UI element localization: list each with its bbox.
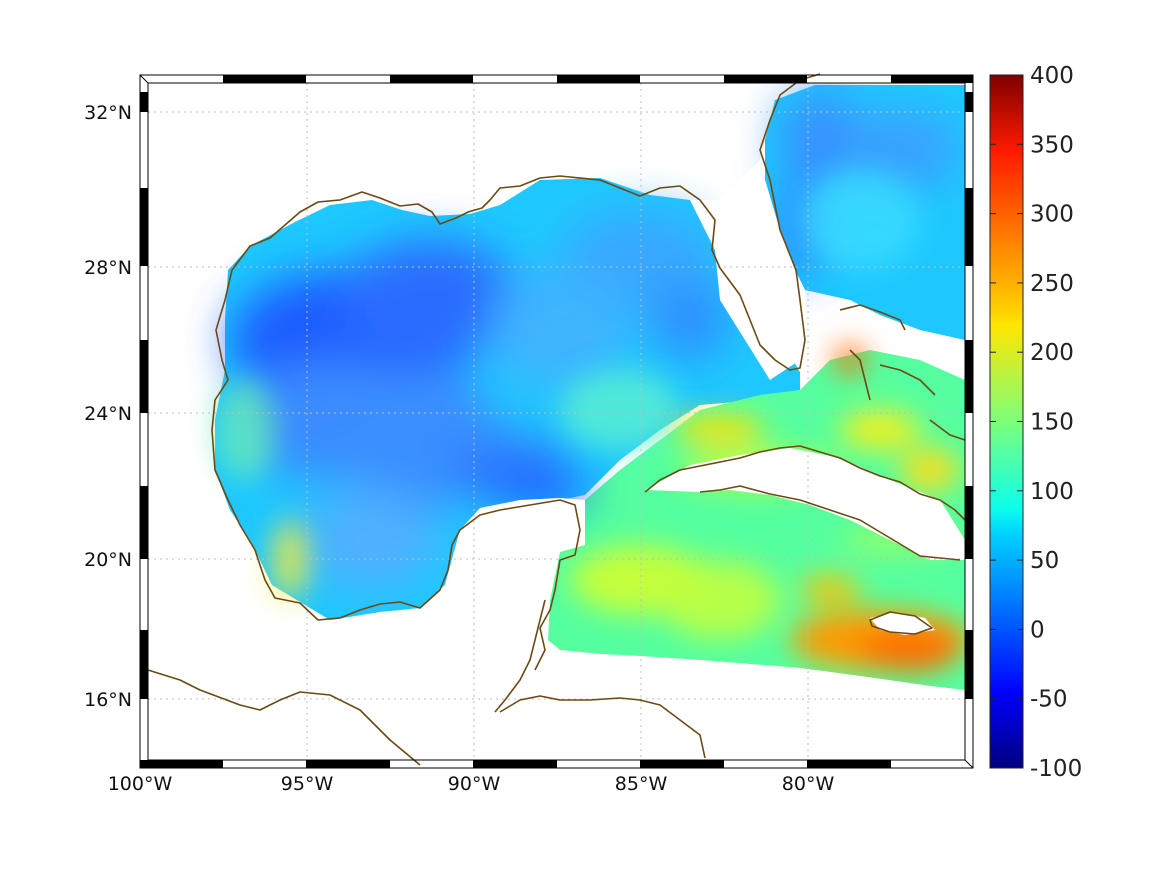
coastlines	[147, 73, 966, 766]
lat-tick-labels: 32°N 28°N 24°N 20°N 16°N	[84, 102, 132, 711]
land-florida	[690, 100, 808, 380]
colorbar-tick-label: 400	[1030, 63, 1074, 89]
lon-tick-labels: 100°W 95°W 90°W 85°W 80°W	[108, 773, 835, 795]
coastline-cuba	[644, 445, 966, 561]
coastline-jamaica	[869, 611, 933, 635]
coastline-yucatan-east	[494, 599, 546, 713]
lat-tick-label: 32°N	[84, 102, 132, 124]
colorbar-tick-label: 250	[1030, 271, 1074, 297]
colorbar-tick-label: 100	[1030, 479, 1074, 505]
colorbar-tick-label: 350	[1030, 132, 1074, 158]
lat-tick-label: 24°N	[84, 403, 132, 425]
coastline-bahamas	[839, 304, 966, 441]
lat-tick-label: 16°N	[84, 689, 132, 711]
land-central-america	[300, 498, 965, 760]
colorbar: 400 350 300 250 200 150 100 50 0 -50 -100	[989, 63, 1082, 782]
coastline-mexico	[211, 299, 581, 671]
coastline-central-america	[147, 669, 706, 766]
lat-tick-label: 20°N	[84, 549, 132, 571]
lon-tick-label: 100°W	[108, 773, 173, 795]
data-field	[148, 85, 965, 760]
colorbar-tick-label: -100	[1030, 756, 1082, 782]
lon-tick-label: 95°W	[281, 773, 334, 795]
colorbar-tick-label: 50	[1030, 548, 1059, 574]
map-frame	[139, 74, 974, 769]
coastline-gulf	[224, 73, 821, 371]
colorbar-tick-label: 0	[1030, 617, 1045, 643]
colorbar-tick-label: -50	[1030, 687, 1068, 713]
colorbar-tick-label: 200	[1030, 340, 1074, 366]
colorbar-tick-label: 300	[1030, 202, 1074, 228]
colorbar-ticks: 400 350 300 250 200 150 100 50 0 -50 -100	[990, 63, 1082, 782]
lon-tick-label: 85°W	[615, 773, 668, 795]
lon-tick-label: 90°W	[448, 773, 501, 795]
lon-tick-label: 80°W	[782, 773, 835, 795]
land-mexico-yucatan	[148, 660, 410, 760]
colorbar-tick-label: 150	[1030, 410, 1074, 436]
lat-tick-label: 28°N	[84, 257, 132, 279]
land-cuba	[645, 448, 965, 560]
